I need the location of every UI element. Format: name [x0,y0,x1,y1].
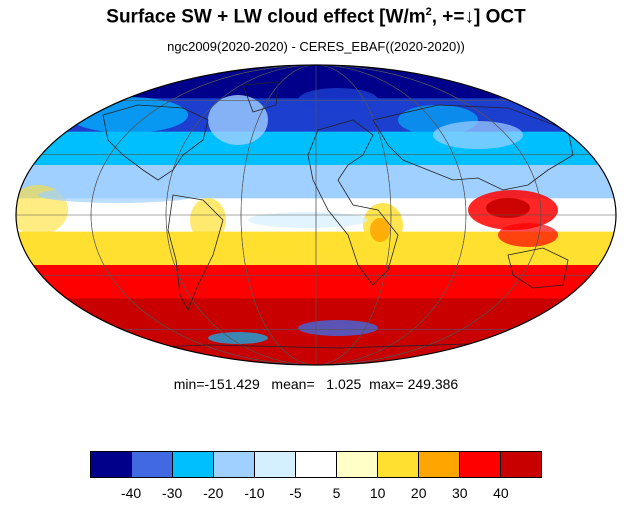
colorbar-swatch [91,452,132,477]
colorbar-label: -5 [289,485,302,501]
graticule [16,65,616,365]
colorbar-label: 5 [332,485,341,501]
colorbar-label: 30 [452,485,468,501]
plot-title-superscript: 2 [425,6,432,18]
colorbar-swatch [132,452,173,477]
colorbar-swatch [214,452,255,477]
global-map [8,60,624,370]
plot-title-text: Surface SW + LW cloud effect [W/m [106,6,426,28]
colorbar-labels: -40 -30 -20 -10 -5 5 10 20 30 40 [90,485,542,503]
colorbar-swatch [337,452,378,477]
colorbar-swatch [460,452,501,477]
colorbar-swatch [173,452,214,477]
colorbar-label: 40 [493,485,509,501]
meridian-line [165,65,467,365]
colorbar-label: -10 [244,485,265,501]
meridian-line [90,65,542,365]
colorbar-swatch [419,452,460,477]
colorbar-swatch [378,452,419,477]
plot-title: Surface SW + LW cloud effect [W/m2, +=↓]… [0,6,632,28]
colorbar-swatch [501,452,541,477]
colorbar-label: 20 [410,485,427,501]
colorbar-label: -30 [162,485,183,501]
mollweide-map-svg [15,64,617,366]
meridian-line [240,65,392,365]
plot-subtitle: ngc2009(2020-2020) - CERES_EBAF((2020-20… [167,39,465,54]
map-boundary [15,64,617,366]
field-patches [16,88,558,344]
colorbar-swatch [296,452,337,477]
colorbar-label: -40 [120,485,142,501]
field-statistics: min=-151.429 mean= 1.025 max= 249.386 [173,376,459,392]
colorbar-swatch [255,452,296,477]
colorbar-label: -20 [203,485,224,501]
colorbar-label: 10 [369,485,386,501]
colorbar [90,451,542,478]
plot-title-suffix: , +=↓] OCT [431,6,526,28]
